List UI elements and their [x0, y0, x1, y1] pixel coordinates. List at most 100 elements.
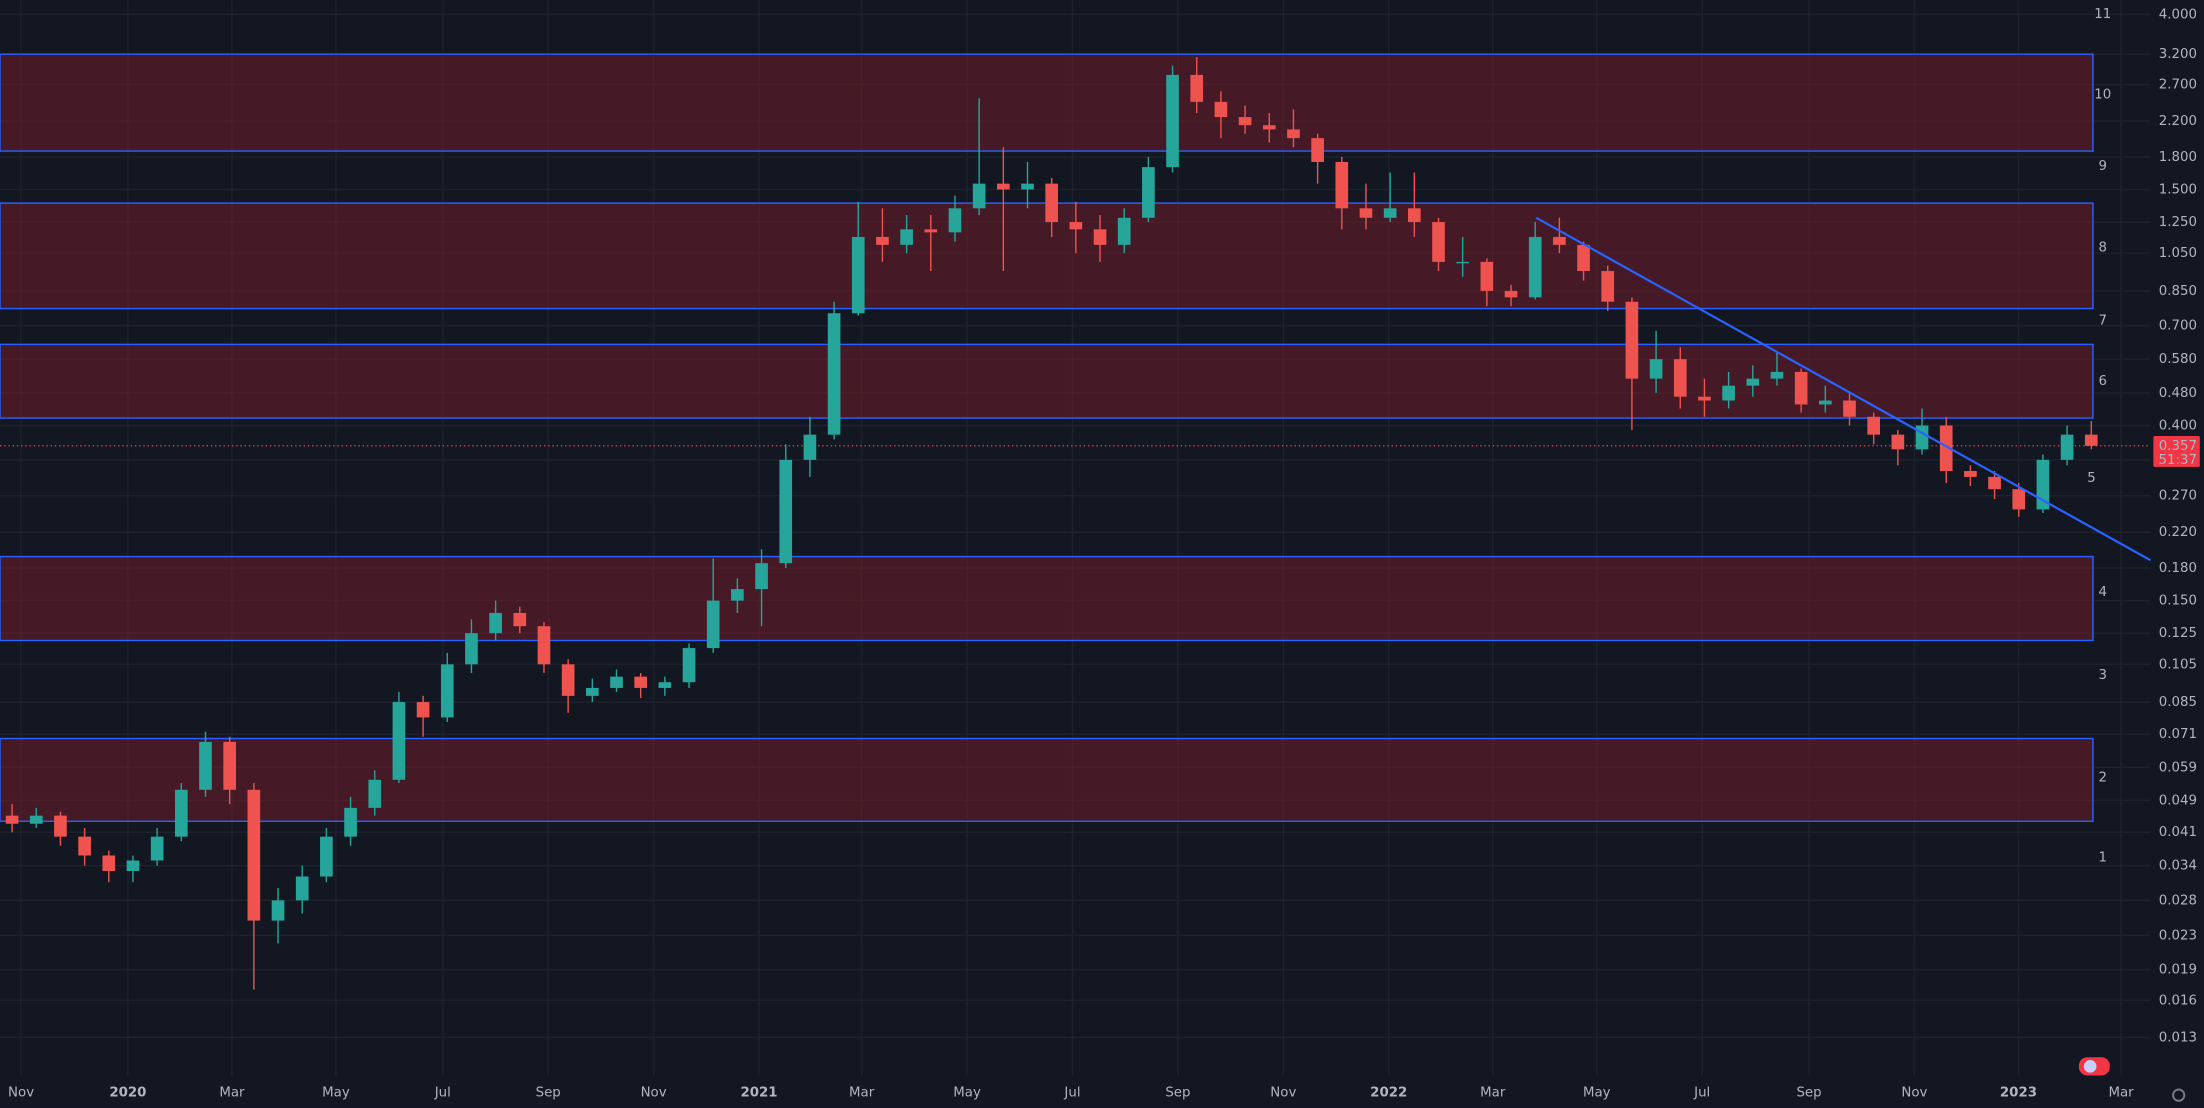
candle-body [561, 664, 575, 696]
candle-body [1867, 416, 1881, 435]
zone-label: 4 [2099, 585, 2108, 600]
candle-body [1601, 271, 1615, 302]
x-tick-label: 2023 [2000, 1085, 2037, 1100]
candle-body [1770, 371, 1784, 379]
x-tick-label: Nov [1270, 1085, 1296, 1100]
candle-body [344, 807, 357, 837]
y-tick-label: 0.150 [2159, 594, 2197, 609]
candle-body [1673, 359, 1687, 397]
candle-body [1843, 400, 1856, 417]
candle-body [924, 229, 938, 233]
candle-body [1166, 74, 1179, 168]
candle-body [2012, 489, 2026, 510]
candle-body [1069, 222, 1083, 230]
x-tick-label: Mar [1480, 1085, 1506, 1100]
candle-body [126, 860, 140, 872]
candle-body [320, 836, 333, 877]
candle-body [803, 434, 817, 460]
candle-body [1045, 183, 1059, 223]
candle-body [54, 815, 67, 837]
candle-body [1262, 125, 1276, 130]
candle-body [271, 900, 285, 921]
x-tick-label: 2021 [740, 1085, 777, 1100]
candle-body [585, 687, 599, 696]
candle-body [851, 236, 865, 314]
x-tick-label: May [322, 1085, 350, 1100]
y-tick-label: 1.800 [2159, 150, 2197, 165]
zone-label: 1 [2099, 851, 2108, 866]
candle-body [1722, 385, 1735, 401]
y-tick-label: 0.013 [2159, 1030, 2197, 1045]
flag-icon[interactable] [2078, 1057, 2110, 1076]
x-tick-label: May [1583, 1085, 1611, 1100]
y-tick-label: 0.023 [2159, 928, 2197, 943]
zone-label: 9 [2099, 159, 2108, 174]
candle-body [706, 600, 720, 649]
candle-body [1553, 236, 1566, 245]
candle-body [5, 815, 19, 824]
candle-body [1819, 400, 1832, 405]
candle-body [416, 702, 430, 718]
candle-body [2084, 434, 2098, 446]
candle-body [1939, 425, 1953, 472]
zone [0, 555, 2094, 642]
x-tick-label: Nov [8, 1085, 34, 1100]
candle-body [295, 876, 309, 901]
y-tick-label: 4.000 [2159, 7, 2197, 22]
candle-body [102, 855, 116, 872]
candle-body [1093, 229, 1107, 245]
candle-body [1383, 208, 1397, 218]
zone-label: 5 [2087, 471, 2096, 486]
flag-dot[interactable] [2083, 1060, 2097, 1073]
y-tick-label: 0.480 [2159, 386, 2197, 401]
gear[interactable] [2172, 1088, 2186, 1102]
y-tick-label: 0.059 [2159, 760, 2197, 775]
candle-body [150, 836, 164, 861]
y-tick-label: 0.071 [2159, 727, 2197, 742]
candle-body [1988, 476, 2001, 490]
trendline [1535, 216, 2152, 562]
candle-body [900, 229, 913, 245]
candle-body [2060, 434, 2074, 460]
candle-body [948, 208, 962, 233]
candle-body [1794, 371, 1808, 405]
candle-body [1456, 261, 1470, 264]
zone-label: 3 [2099, 668, 2108, 683]
y-tick-label: 1.500 [2159, 182, 2197, 197]
candle-body [1359, 208, 1373, 218]
y-tick-label: 0.034 [2159, 859, 2197, 874]
y-tick-label: 0.125 [2159, 626, 2197, 641]
candle-body [1504, 290, 1518, 298]
candle-body [1625, 301, 1639, 379]
y-tick-label: 0.220 [2159, 525, 2197, 540]
y-tick-label: 0.580 [2159, 352, 2197, 367]
candle-body [1649, 359, 1663, 379]
y-tick-label: 3.200 [2159, 47, 2197, 62]
candle-body [658, 682, 672, 688]
candle-body [731, 589, 744, 601]
candle-body [2036, 459, 2050, 510]
candle-body [247, 789, 261, 921]
x-tick-label: Mar [219, 1085, 245, 1100]
settings-icon[interactable] [2172, 1088, 2186, 1102]
candle-body [1964, 471, 1977, 477]
candle-body [440, 664, 454, 718]
candle-body [368, 779, 382, 808]
candle-body [513, 612, 527, 627]
y-tick-label: 0.028 [2159, 893, 2197, 908]
candle-body [779, 459, 793, 564]
candle-body [1480, 261, 1494, 291]
zone-label: 11 [2094, 7, 2111, 22]
y-tick-label: 2.700 [2159, 78, 2197, 93]
candle-body [1238, 117, 1252, 126]
candle-body [876, 236, 889, 245]
x-tick-label: Sep [536, 1085, 561, 1100]
candle-body [1746, 378, 1760, 386]
candle-body [1408, 208, 1421, 223]
last-price-label: 0.357 [2159, 439, 2197, 454]
candle-body [1915, 425, 1929, 450]
x-tick-label: Jul [1693, 1085, 1710, 1100]
